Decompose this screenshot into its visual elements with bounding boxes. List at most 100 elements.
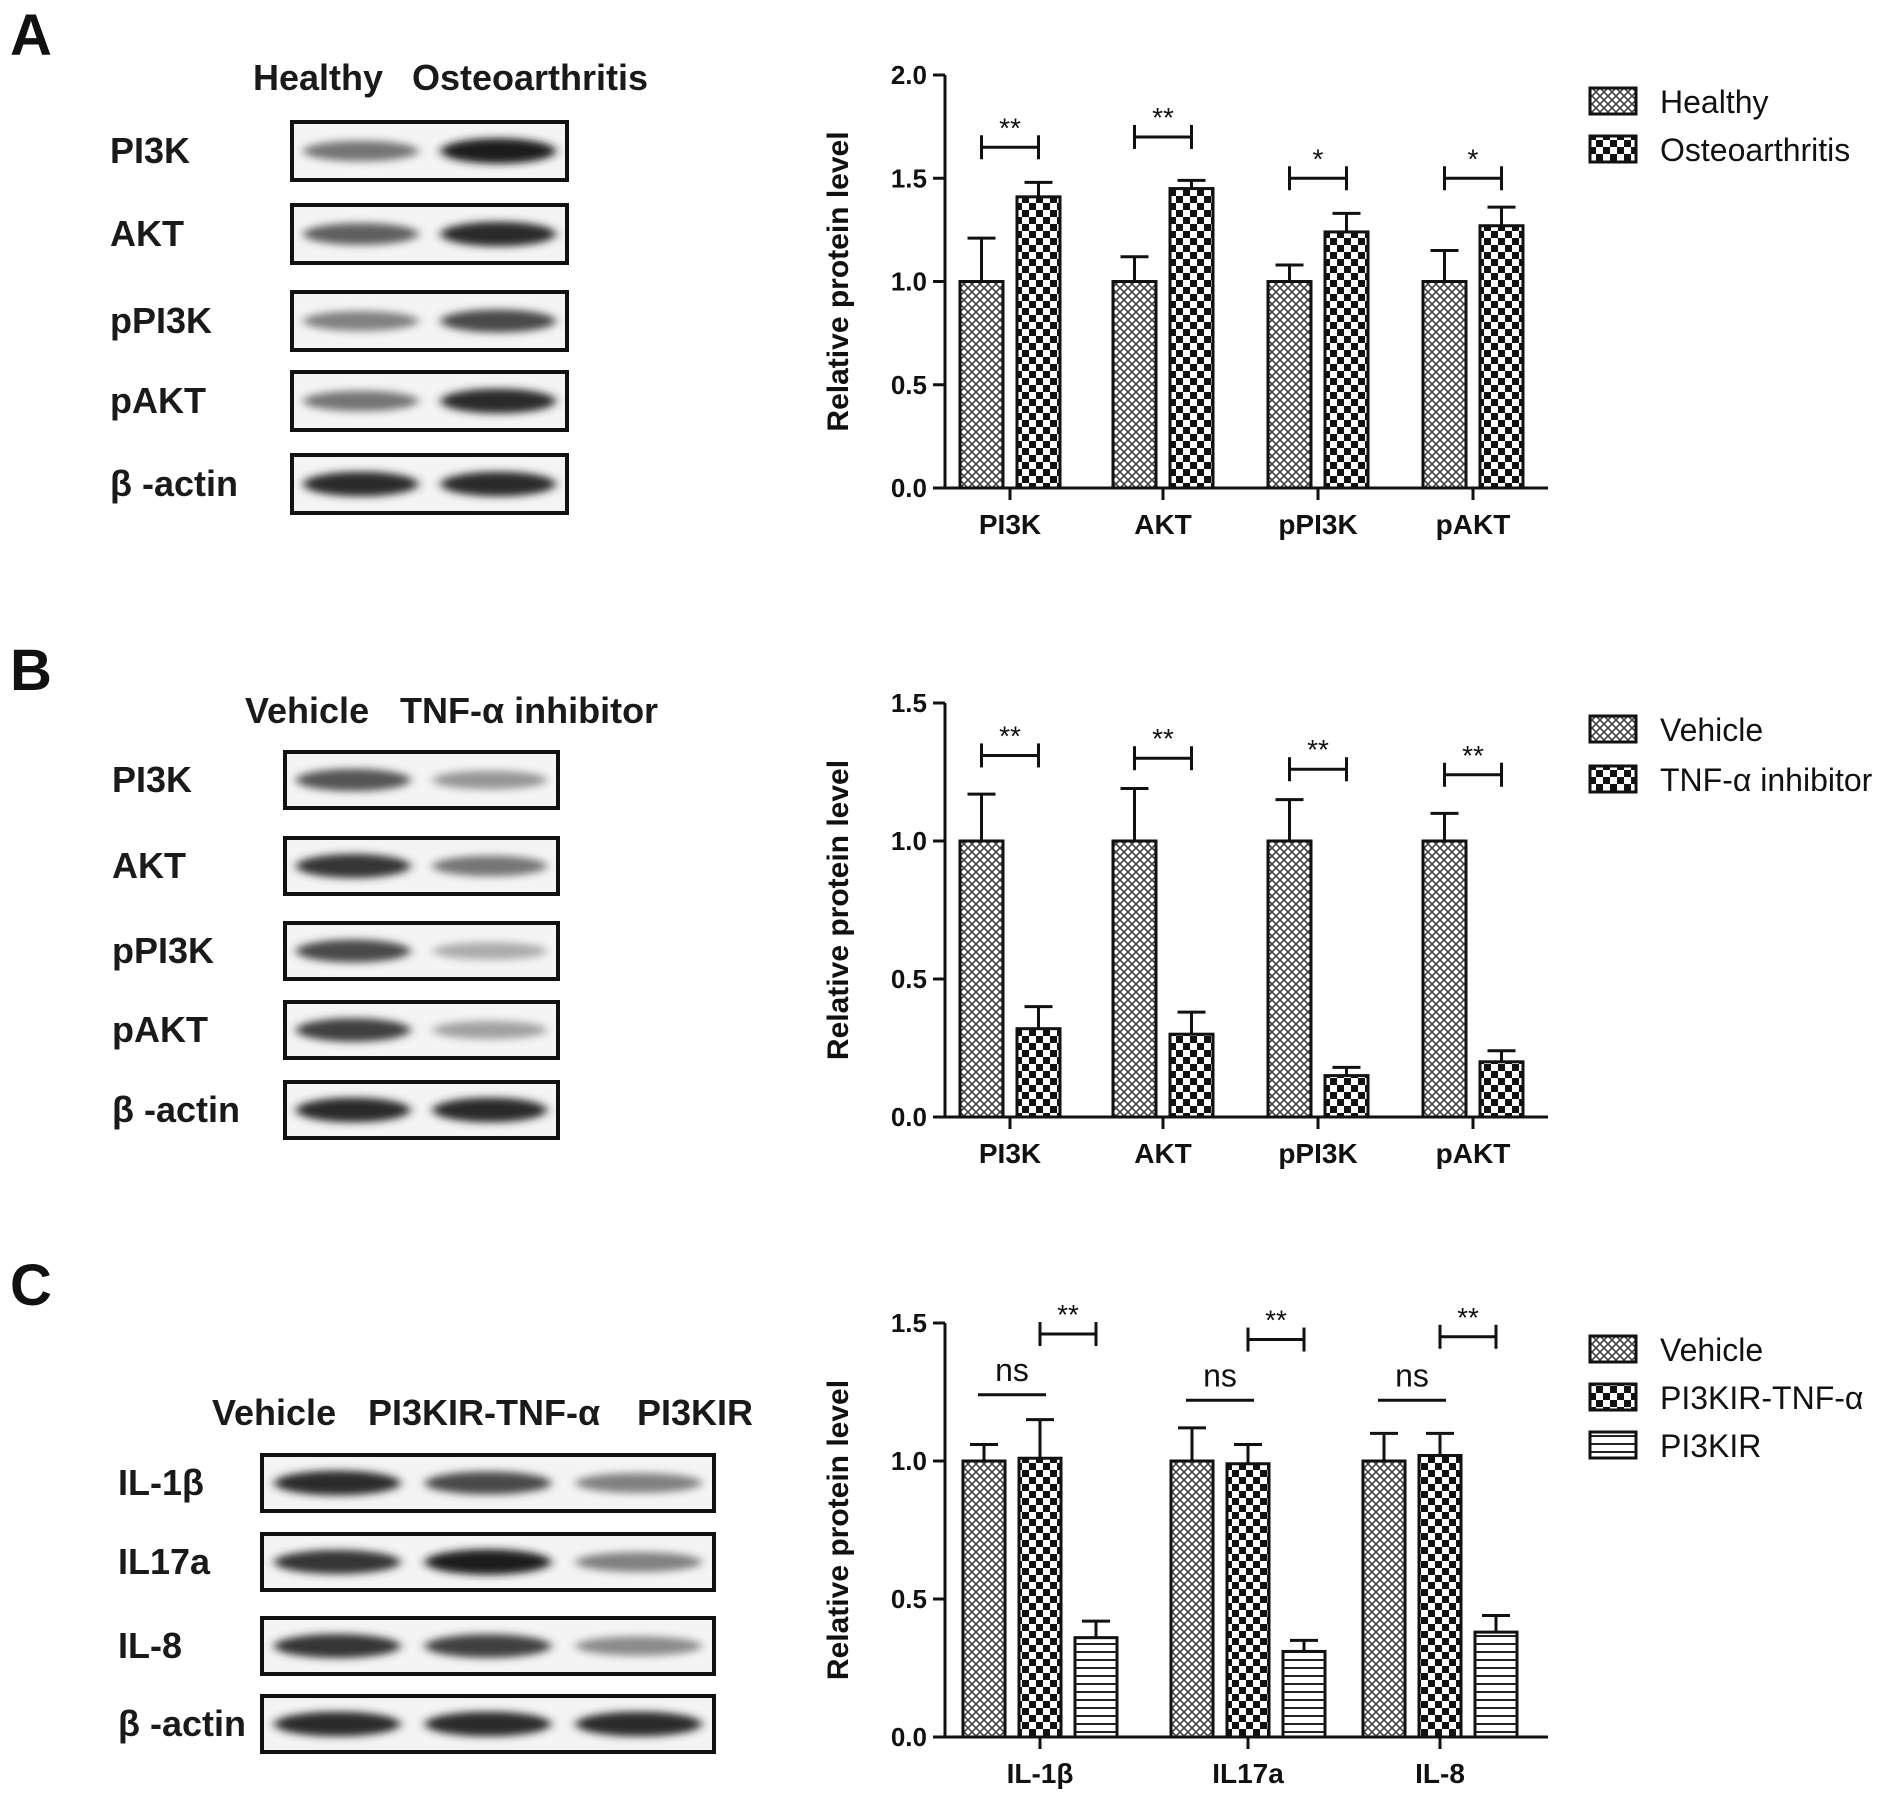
blot-band	[295, 768, 411, 792]
legend-swatch-healthy	[1588, 86, 1638, 116]
bar-pi3kir-tnf-il-1	[1017, 1456, 1063, 1739]
blot-row-actin: β -actin	[118, 1694, 716, 1754]
significance-bracket: **	[1246, 1305, 1306, 1352]
blot-row-il17a: IL17a	[118, 1532, 716, 1592]
significance-ns: ns	[1378, 1357, 1446, 1402]
blot-lane-label-vehicle: Vehicle	[212, 1392, 336, 1433]
bar-healthy-pakt	[1421, 280, 1468, 490]
blot-band	[303, 390, 419, 412]
legend-label-vehicle: Vehicle	[1660, 712, 1763, 748]
blot-band	[440, 221, 556, 247]
significance-bracket: **	[1038, 1299, 1098, 1347]
bar-osteoarthritis-pakt	[1478, 224, 1525, 490]
significance-bracket: *	[1443, 143, 1503, 191]
significance-bracket: **	[980, 720, 1040, 768]
blot-band	[575, 1473, 702, 1493]
legend-label-osteoarthritis: Osteoarthritis	[1660, 132, 1850, 168]
legend: Vehicle PI3KIR-TNF-α PI3KIR	[1588, 1332, 1863, 1464]
blot-row-pi3k: PI3K	[112, 750, 560, 810]
bar-pi3kir-tnf-il-8	[1417, 1453, 1463, 1739]
significance-label: **	[1457, 1302, 1479, 1333]
blot-row-pakt: pAKT	[110, 370, 569, 432]
significance-bracket: **	[1133, 102, 1193, 149]
bar-vehicle-il-8	[1361, 1459, 1407, 1739]
bar-chart-a: 0.0 0.5 1.0 1.5 2.0 Relative protein level PI3…	[822, 60, 1850, 540]
blot-row-label: β -actin	[118, 1703, 246, 1744]
legend-swatch-vehicle	[1588, 714, 1638, 744]
blot-band	[424, 1711, 552, 1737]
significance-ns: ns	[1186, 1357, 1254, 1402]
x-tick-label-pi3k: PI3K	[979, 509, 1041, 540]
bar-tnf-inhibitor-pakt	[1478, 1060, 1525, 1119]
significance-ns: ns	[978, 1352, 1046, 1397]
significance-bracket: **	[1438, 1302, 1498, 1349]
y-tick-label: 0.0	[891, 473, 927, 503]
x-tick-label-pakt: pAKT	[1436, 509, 1511, 540]
y-tick-label: 1.5	[891, 1308, 927, 1338]
bar-healthy-akt	[1111, 280, 1158, 490]
blot-band	[303, 471, 419, 497]
blot-band	[432, 855, 548, 877]
x-tick-label-il17a: IL17a	[1212, 1758, 1284, 1789]
bar-vehicle-akt	[1111, 839, 1158, 1119]
western-blot-a: Healthy Osteoarthritis PI3K AKT pPI3K pAKT β -…	[110, 57, 648, 515]
x-tick-label-pi3k: PI3K	[979, 1138, 1041, 1169]
blot-row-label: pPI3K	[112, 930, 214, 971]
western-blot-c: Vehicle PI3KIR-TNF-α PI3KIR IL-1β IL17a IL-8 β…	[118, 1392, 753, 1754]
blot-band	[432, 770, 548, 790]
blot-band	[440, 388, 556, 414]
bar-vehicle-pi3k	[958, 839, 1005, 1119]
blot-row-label: AKT	[112, 845, 186, 886]
blot-band	[295, 939, 411, 963]
bar-pi3kir-il-8	[1473, 1630, 1519, 1739]
blot-row-label: PI3K	[110, 130, 190, 171]
bar-tnf-inhibitor-pi3k	[1015, 1027, 1062, 1119]
y-axis-label: Relative protein level	[822, 131, 855, 431]
blot-lane-label-pi3kir: PI3KIR	[637, 1392, 753, 1433]
y-tick-label: 2.0	[891, 60, 927, 90]
blot-row-actin: β -actin	[112, 1080, 560, 1140]
significance-bracket: **	[980, 112, 1040, 160]
legend-swatch-pi3kir	[1588, 1430, 1638, 1460]
bar-vehicle-il17a	[1169, 1459, 1215, 1739]
bar-vehicle-ppi3k	[1266, 839, 1313, 1119]
significance-label: **	[999, 112, 1021, 143]
blot-band	[575, 1711, 702, 1737]
bar-tnf-inhibitor-akt	[1168, 1032, 1215, 1119]
y-tick-label: 1.0	[891, 267, 927, 297]
blot-row-label: pAKT	[110, 380, 206, 421]
significance-label: ns	[1203, 1357, 1237, 1393]
blot-lane-label-healthy: Healthy	[253, 57, 383, 98]
y-tick-label: 0.0	[891, 1102, 927, 1132]
legend-label-pi3kir-tnf: PI3KIR-TNF-α	[1660, 1380, 1863, 1416]
blot-lane-label-pi3kir-tnf: PI3KIR-TNF-α	[368, 1392, 600, 1433]
blot-band	[303, 311, 419, 331]
blot-row-label: pAKT	[112, 1009, 208, 1050]
blot-row-akt: AKT	[110, 203, 569, 265]
panel-letter-c: C	[10, 1253, 52, 1318]
bar-pi3kir-il17a	[1281, 1649, 1327, 1739]
x-tick-label-il-1: IL-1β	[1007, 1758, 1074, 1789]
significance-label: *	[1313, 143, 1324, 174]
legend-label-pi3kir: PI3KIR	[1660, 1428, 1761, 1464]
significance-bracket: **	[1288, 734, 1348, 782]
blot-row-label: pPI3K	[110, 300, 212, 341]
bar-healthy-pi3k	[958, 280, 1005, 490]
blot-band	[303, 223, 419, 245]
y-tick-label: 1.5	[891, 688, 927, 718]
x-tick-label-ppi3k: pPI3K	[1278, 509, 1357, 540]
blot-row-label: PI3K	[112, 759, 192, 800]
legend-label-healthy: Healthy	[1660, 84, 1769, 120]
blot-band	[432, 1097, 548, 1123]
blot-band	[295, 1097, 411, 1123]
significance-label: ns	[1395, 1357, 1429, 1393]
blot-row-label: β -actin	[110, 463, 238, 504]
blot-band	[274, 1549, 401, 1575]
bar-healthy-ppi3k	[1266, 280, 1313, 490]
y-tick-label: 1.0	[891, 1446, 927, 1476]
blot-band	[295, 1018, 411, 1042]
bar-osteoarthritis-pi3k	[1015, 195, 1062, 490]
blot-band	[575, 1552, 702, 1572]
bar-osteoarthritis-ppi3k	[1323, 230, 1370, 490]
